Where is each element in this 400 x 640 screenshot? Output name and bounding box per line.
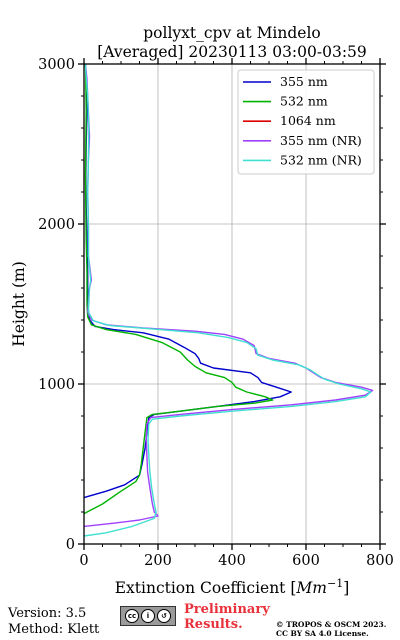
y-tick-label: 1000 — [38, 377, 75, 393]
x-axis-label-text: Extinction Coefficient — [115, 579, 286, 597]
series-line-532-nm — [83, 63, 274, 515]
sa-icon: ↺ — [157, 609, 171, 623]
cc-icon: cc — [125, 609, 139, 623]
x-tick-label: 0 — [79, 553, 88, 569]
copyright-line-2: CC BY SA 4.0 License. — [276, 629, 369, 638]
extinction-profile-chart: pollyxt_cpv at Mindelo [Averaged] 202301… — [10, 24, 394, 597]
y-axis-label: Height (m) — [10, 261, 28, 347]
x-tick-label: 200 — [144, 553, 172, 569]
by-icon: i — [141, 609, 155, 623]
x-tick-label: 400 — [218, 553, 246, 569]
copyright-note: © TROPOS & OSCM 2023. CC BY SA 4.0 Licen… — [276, 620, 386, 638]
legend-label: 355 nm — [280, 74, 328, 89]
x-axis-label: Extinction Coefficient [Mm−1] — [115, 577, 350, 597]
legend-label: 532 nm — [280, 94, 328, 109]
y-tick-label: 2000 — [38, 217, 75, 233]
preliminary-line-2: Results. — [184, 617, 243, 632]
chart-title: pollyxt_cpv at Mindelo — [143, 24, 321, 42]
preliminary-line-1: Preliminary — [184, 602, 270, 617]
x-tick-label: 600 — [292, 553, 320, 569]
x-axis-unit: Mm — [295, 579, 327, 597]
series-line-532-nm-nr- — [83, 63, 372, 537]
axis-ticks: 0 200 400 600 800 0 1000 2000 3000 — [38, 57, 394, 569]
legend-label: 1064 nm — [280, 113, 336, 128]
legend: 355 nm 532 nm 1064 nm 355 nm (NR) 532 nm (NR… — [237, 69, 375, 175]
method-text: Method: Klett — [8, 622, 100, 637]
y-tick-label: 3000 — [38, 57, 75, 73]
cc-by-sa-license-badge: cc i ↺ — [120, 606, 176, 626]
copyright-line-1: © TROPOS & OSCM 2023. — [276, 620, 387, 629]
x-tick-label: 800 — [366, 553, 394, 569]
y-tick-label: 0 — [66, 537, 75, 553]
version-text: Version: 3.5 — [8, 606, 87, 621]
chart-subtitle: [Averaged] 20230113 03:00-03:59 — [97, 43, 367, 61]
legend-label: 355 nm (NR) — [280, 133, 362, 148]
x-axis-unit-exponent: −1 — [327, 577, 343, 590]
legend-box — [237, 69, 375, 175]
legend-label: 532 nm (NR) — [280, 152, 362, 167]
preliminary-results-note: Preliminary Results. — [184, 602, 270, 632]
series-layer — [83, 63, 374, 537]
